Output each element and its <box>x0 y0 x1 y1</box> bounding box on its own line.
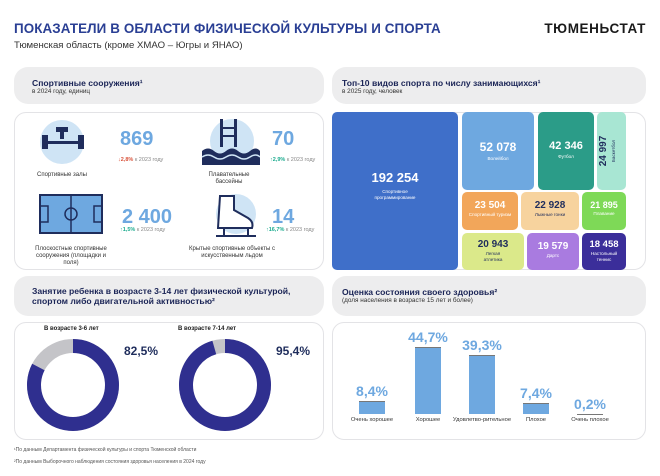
facility-change-vs-gyms: к 2023 году <box>134 157 164 163</box>
children-title: Занятие ребенка в возрасте 3-14 лет физи… <box>32 286 291 306</box>
footnote-2: ²По данным Выборочного наблюдения состоя… <box>14 459 206 465</box>
tile-football: 42 346 Футбол <box>538 112 594 190</box>
health-title: Оценка состояния своего здоровья² <box>342 287 498 297</box>
facility-change-pools: ↑2,9% к 2023 году <box>270 157 316 163</box>
facility-label-pools: Плавательные бассейны <box>208 172 250 185</box>
tile-value: 20 943 <box>477 239 509 250</box>
tile-darts: 19 579 Дартс <box>527 233 579 270</box>
tile-swimming: 21 895 Плавание <box>582 192 626 230</box>
brand-logo: ТЮМЕНЬСТАТ <box>544 21 646 36</box>
bar-label-0: Очень хорошее <box>350 417 394 423</box>
tile-label: Плавание <box>593 211 615 216</box>
donut-label-7-14: В возрасте 7-14 лет <box>178 326 237 332</box>
facility-change-pct-fields: 1,5% <box>122 227 136 233</box>
donut-fill <box>179 339 271 431</box>
donut-value-7-14: 95,4% <box>276 344 311 358</box>
bar-0 <box>359 401 385 414</box>
bar-value-1: 44,7% <box>408 328 448 345</box>
bar-label-3: Плохое <box>525 417 547 423</box>
tile-label: Футбол <box>558 154 574 159</box>
bar-value-0: 8,4% <box>356 383 388 400</box>
tile-value: 23 504 <box>474 200 506 211</box>
donut-chart-3-6 <box>27 339 119 431</box>
tile-basketball: 24 997 Баскетбол <box>597 112 626 190</box>
facility-label-fields: Плоскостные спортивные сооружения (площа… <box>35 246 107 266</box>
bar-label-1: Хорошее <box>415 417 441 423</box>
bar-3 <box>523 402 549 414</box>
page-subtitle: Тюменская область (кроме ХМАО – Югры и Я… <box>14 40 243 51</box>
donut-fill <box>27 339 119 431</box>
tile-label: Волейбол <box>487 156 509 161</box>
bar-value-2: 39,3% <box>462 337 502 354</box>
facility-change-pct-gyms: 2,8% <box>120 157 134 163</box>
dumbbell-icon <box>40 120 84 164</box>
bar-value-3: 7,4% <box>520 384 552 401</box>
pool-icon <box>201 119 260 165</box>
donut-label-3-6: В возрасте 3-6 лет <box>44 326 99 332</box>
facility-change-gyms: ↓2,8% к 2023 году <box>118 157 164 163</box>
facility-value-gyms: 869 <box>120 128 154 150</box>
facility-change-pct-ice: 16,7% <box>268 227 285 233</box>
tile-tennis: 18 458 Настольный теннис <box>582 233 626 270</box>
tile-value: 18 458 <box>589 239 619 250</box>
ice-skate-icon <box>216 194 256 237</box>
tile-value: 24 997 <box>598 135 609 167</box>
tile-label: Спортивный туризм <box>468 212 512 217</box>
facility-label-ice: Крытые спортивные объекты с искусственны… <box>189 246 275 259</box>
page-title: ПОКАЗАТЕЛИ В ОБЛАСТИ ФИЗИЧЕСКОЙ КУЛЬТУРЫ… <box>14 21 441 36</box>
donut-value-3-6: 82,5% <box>124 344 159 358</box>
facility-change-fields: ↑1,5% к 2023 году <box>120 227 166 233</box>
tile-label: Дартс <box>546 253 560 258</box>
facility-change-vs-fields: к 2023 году <box>136 227 166 233</box>
tile-value: 19 579 <box>537 241 569 252</box>
facilities-band: Спортивные сооружения¹ в 2024 году, един… <box>14 67 324 104</box>
tile-skiing: 22 928 Лыжные гонки <box>521 192 579 230</box>
tile-value: 22 928 <box>534 200 566 211</box>
tile-label: Баскетбол <box>611 139 616 163</box>
bar-label-2: Удовлетво-рительное <box>452 417 512 423</box>
tile-value: 42 346 <box>549 140 583 152</box>
facility-label-gyms: Спортивные залы <box>37 172 87 178</box>
tile-value: 21 895 <box>590 200 618 210</box>
facility-value-fields: 2 400 <box>122 206 173 228</box>
tile-programming: 192 254 Спортивное программирование <box>332 112 458 270</box>
tile-athletics: 20 943 Легкая атлетика <box>462 233 524 270</box>
tile-value: 192 254 <box>371 170 419 185</box>
top10-subtitle: в 2025 году, человек <box>342 88 403 95</box>
footnote-1: ¹По данным Департамента физической культ… <box>14 447 197 453</box>
facility-value-pools: 70 <box>272 128 295 150</box>
facility-change-vs-pools: к 2023 году <box>286 157 316 163</box>
bar-4 <box>577 413 603 415</box>
sports-field-icon <box>39 194 103 234</box>
bar-2 <box>469 355 495 414</box>
bar-1 <box>415 346 441 414</box>
tile-value: 52 078 <box>479 140 517 154</box>
facility-change-ice: ↑16,7% к 2023 году <box>266 227 315 233</box>
health-bar-chart: 8,4% Очень хорошее 44,7% Хорошее 39,3% Удовле… <box>332 322 646 440</box>
tile-tourism: 23 504 Спортивный туризм <box>462 192 518 230</box>
tile-basketball-rotated: 24 997 Баскетбол <box>597 112 626 190</box>
health-band: Оценка состояния своего здоровья² (доля … <box>332 276 646 316</box>
children-band: Занятие ребенка в возрасте 3-14 лет физи… <box>14 276 324 316</box>
tile-label: Спортивное программирование <box>374 189 416 200</box>
bar-label-4: Очень плохое <box>571 417 609 423</box>
tile-label: Настольный теннис <box>590 251 618 262</box>
bar-value-4: 0,2% <box>574 395 606 412</box>
facility-change-vs-ice: к 2023 году <box>285 227 315 233</box>
facilities-subtitle: в 2024 году, единиц <box>32 88 91 95</box>
donut-chart-7-14 <box>179 339 271 431</box>
facilities-title: Спортивные сооружения¹ <box>32 78 143 88</box>
tile-label: Лыжные гонки <box>534 212 566 217</box>
facility-change-pct-pools: 2,9% <box>272 157 286 163</box>
tile-volleyball: 52 078 Волейбол <box>462 112 534 190</box>
facility-value-ice: 14 <box>272 206 295 228</box>
top10-band: Топ-10 видов спорта по числу занимающихс… <box>332 67 646 104</box>
tile-label: Легкая атлетика <box>483 251 503 262</box>
health-subtitle: (доля населения в возрасте 15 лет и боле… <box>342 297 473 304</box>
top10-title: Топ-10 видов спорта по числу занимающихс… <box>342 78 541 88</box>
